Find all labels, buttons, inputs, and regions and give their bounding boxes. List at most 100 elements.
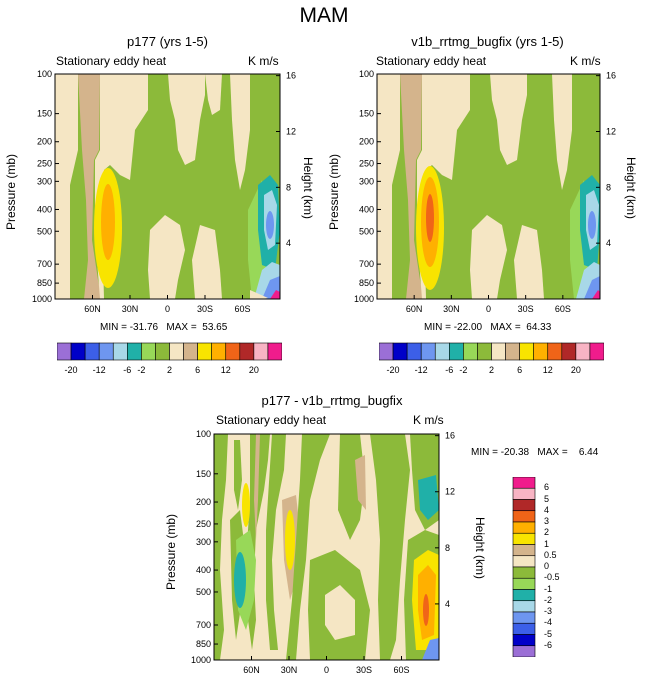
colorbar-label: 6: [195, 365, 201, 375]
panel2-title: v1b_rrtmg_bugfix (yrs 1-5): [411, 34, 564, 49]
colorbar-label: -3: [544, 606, 553, 616]
colorbar-box: [512, 611, 536, 624]
y-tick-label: 250: [359, 159, 374, 169]
field-contour: [101, 184, 115, 260]
colorbar-label: 5: [544, 493, 550, 504]
field-region: [250, 290, 268, 299]
x-tick-label: 30N: [281, 665, 298, 675]
y-tick-label: 300: [37, 176, 52, 186]
panel1-plot: 100 150 200 250 300 400 500 700 850 1000 60N 30N 0 3…: [32, 69, 296, 314]
y-tick-label: 200: [359, 137, 374, 147]
colorbar-label: -4: [544, 617, 553, 628]
panel1-field: [55, 74, 280, 299]
field-region: [214, 434, 228, 660]
panel3-plot: 100 150 200 250 300 400 500 700 850 1000 60N 30N 0 3…: [191, 429, 455, 675]
colorbar-box: [253, 342, 269, 361]
colorbar-label: 2: [544, 527, 550, 538]
colorbar-label: -12: [414, 365, 428, 375]
x-tick-label: 0: [486, 304, 491, 314]
field-region: [370, 434, 410, 660]
colorbar-box: [239, 342, 255, 361]
colorbar-box: [512, 521, 536, 534]
x-tick-label: 30S: [356, 665, 372, 675]
panel2-yticks: 100 150 200 250 300 400 500 700 850 1000: [354, 69, 381, 304]
colorbar-box: [127, 342, 142, 361]
colorbar-box: [512, 600, 536, 613]
colorbar-label: 12: [542, 365, 553, 375]
y-tick-label: 700: [359, 259, 374, 269]
colorbar-label: -6: [445, 365, 454, 375]
right-tick-label: 4: [445, 599, 450, 609]
colorbar-label: -12: [92, 365, 106, 375]
field-region: [55, 74, 78, 299]
field-contour: [285, 510, 295, 570]
field-region: [270, 290, 280, 299]
field-region: [490, 74, 527, 165]
field-region: [418, 475, 439, 520]
colorbar-box: [56, 342, 72, 361]
colorbar-box: [392, 342, 408, 361]
field-region: [148, 215, 185, 299]
colorbar-box: [512, 487, 536, 500]
colorbar-label: 6: [544, 482, 550, 493]
colorbar-box: [449, 342, 464, 361]
colorbar-label: -2: [459, 365, 468, 375]
colorbar-label: -0.5: [544, 572, 560, 583]
field-contour: [426, 194, 434, 242]
y-tick-label: 150: [359, 109, 374, 119]
right-tick-label: 16: [445, 431, 455, 441]
colorbar-box: [378, 342, 394, 361]
field-region: [592, 290, 600, 299]
colorbar-label: 12: [220, 365, 231, 375]
colorbar-label: 3: [544, 516, 550, 526]
x-tick-label: 30S: [518, 304, 534, 314]
panel3-ylabel-right: Height (km): [473, 517, 487, 580]
y-tick-label: 100: [196, 429, 211, 439]
panel1-units: K m/s: [248, 54, 279, 68]
colorbar-box: [512, 577, 536, 590]
x-tick-label: 30S: [197, 304, 213, 314]
x-tick-label: 60N: [84, 304, 101, 314]
colorbar-box: [225, 342, 241, 361]
colorbar-box: [477, 342, 492, 361]
y-tick-label: 200: [196, 497, 211, 507]
field-contour: [242, 483, 250, 527]
field-region: [325, 585, 355, 640]
colorbar-box: [155, 342, 170, 361]
panel3-colorbar-boxes: [512, 476, 536, 658]
field-region: [192, 225, 222, 299]
colorbar-box: [512, 499, 536, 512]
panel2-ylabel-right: Height (km): [624, 157, 638, 220]
y-tick-label: 850: [196, 639, 211, 649]
y-tick-label: 200: [37, 137, 52, 147]
y-tick-label: 300: [359, 176, 374, 186]
field-region: [355, 455, 366, 510]
colorbar-box: [406, 342, 422, 361]
x-tick-label: 60S: [393, 665, 409, 675]
panel2-colorbar: -20 -12 -6 -2 2 6 12 20: [378, 342, 605, 378]
colorbar-label: 2: [488, 365, 494, 375]
panel3-rticks: 16 12 8 4: [435, 431, 455, 609]
panel2-rticks: 16 12 8 4: [596, 71, 616, 248]
field-region: [234, 440, 242, 510]
colorbar-box: [512, 589, 536, 602]
y-tick-label: 700: [196, 620, 211, 630]
right-tick-label: 12: [606, 126, 616, 136]
colorbar-box: [98, 342, 114, 361]
panel3-units: K m/s: [413, 413, 444, 427]
right-tick-label: 12: [445, 487, 455, 497]
y-tick-label: 250: [37, 159, 52, 169]
colorbar-box: [141, 342, 156, 361]
colorbar-box: [561, 342, 577, 361]
colorbar-label: -20: [386, 365, 400, 375]
right-tick-label: 8: [286, 182, 291, 192]
colorbar-box: [512, 555, 536, 568]
right-tick-label: 4: [286, 238, 291, 248]
colorbar-label: -20: [64, 365, 78, 375]
panel2-subtitle-left: Stationary eddy heat: [376, 54, 487, 68]
panel3-colorbar: 6 5 4 3 2 1 0.5 0 -0.5 -1 -2 -3 -4 -5 -6: [512, 476, 572, 662]
y-tick-label: 400: [359, 204, 374, 214]
y-tick-label: 1000: [191, 655, 211, 665]
colorbar-box: [267, 342, 283, 361]
field-region: [254, 434, 260, 540]
